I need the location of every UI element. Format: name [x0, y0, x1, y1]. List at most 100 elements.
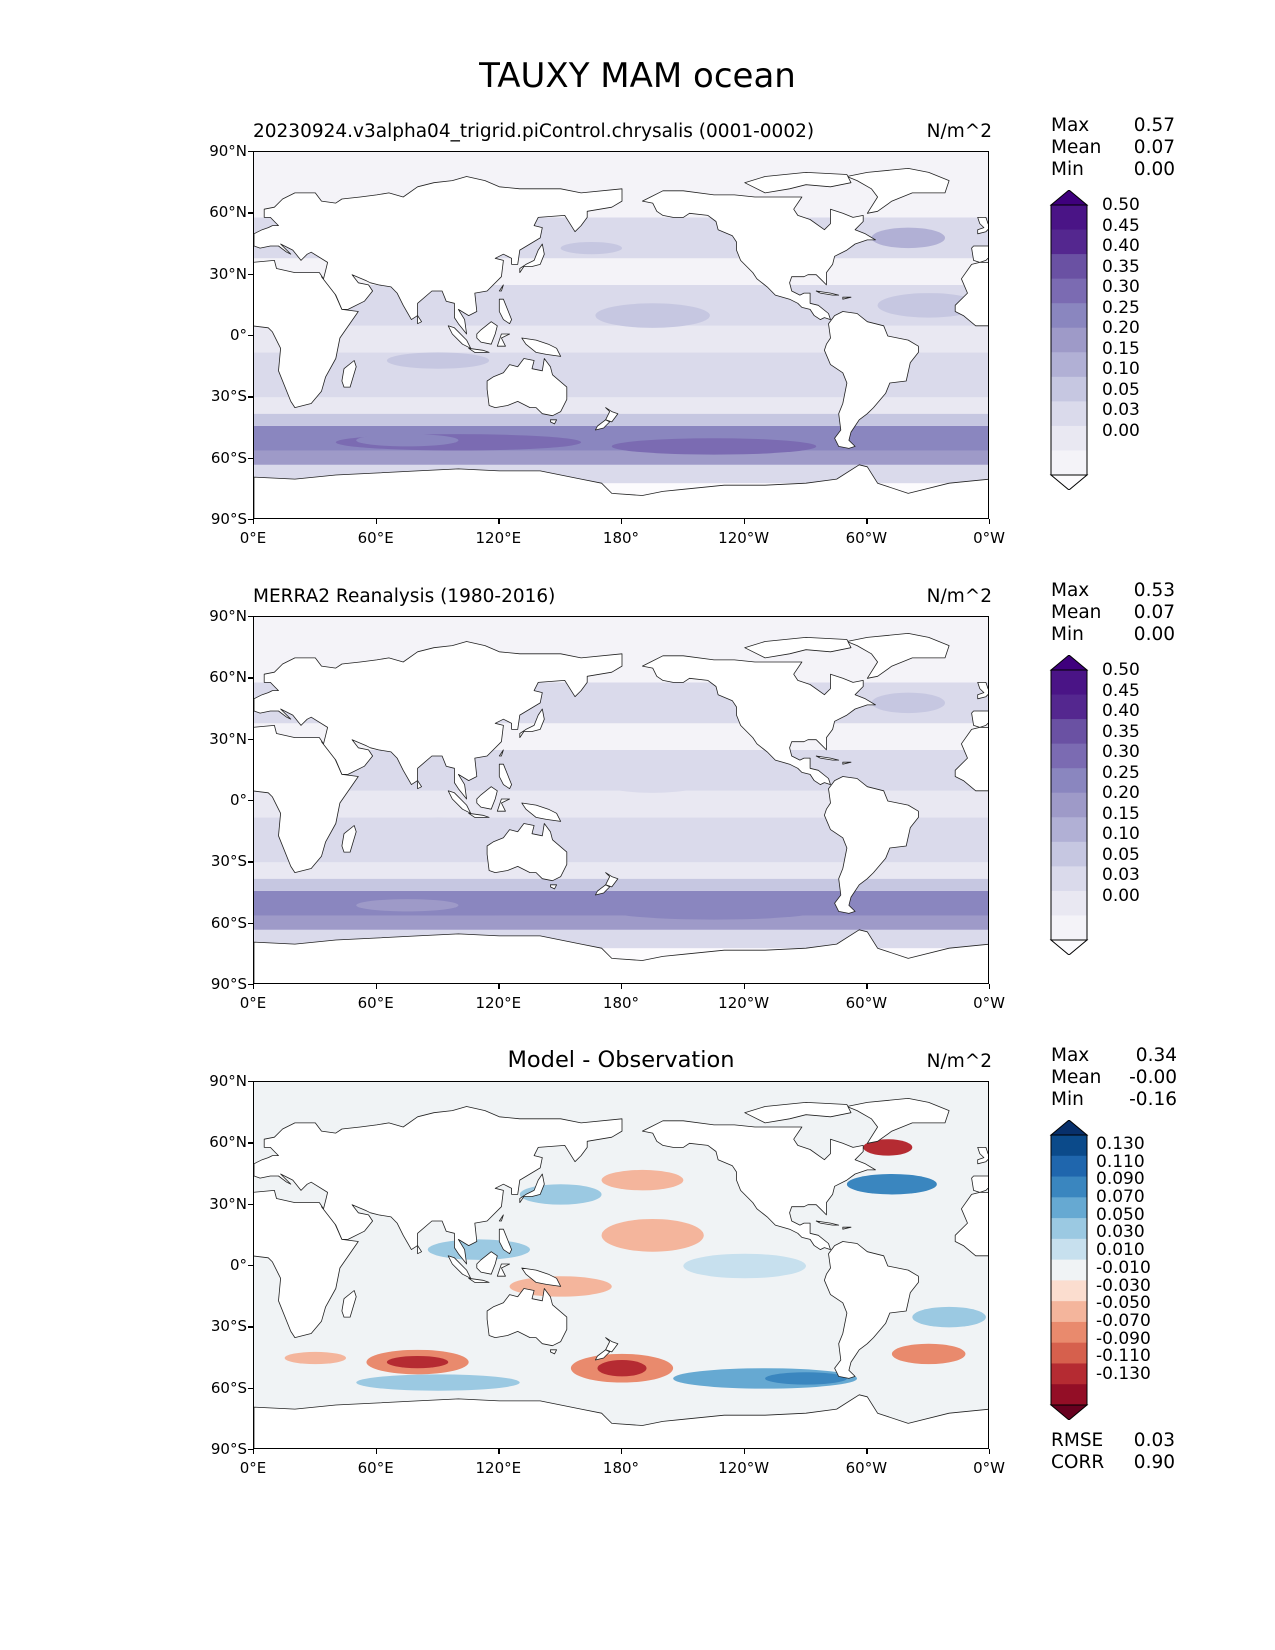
field-contour	[356, 1374, 520, 1391]
field-contour	[560, 241, 622, 255]
colorbar-level-label: 0.070	[1096, 1187, 1145, 1208]
lon-tick-mark	[743, 519, 745, 524]
colorbar-segment	[1051, 1301, 1087, 1323]
field-band	[254, 450, 988, 465]
lon-tick-mark	[375, 984, 377, 989]
colorbar-level-label: -0.050	[1096, 1293, 1151, 1314]
coastline	[468, 347, 490, 353]
lon-tick-mark	[375, 1449, 377, 1454]
map-plot-obs	[254, 617, 988, 983]
stat-max-value: 0.53	[1133, 580, 1175, 601]
colorbar-level-label: 0.130	[1096, 1134, 1145, 1154]
coastline	[496, 1263, 511, 1277]
lat-tick-label: 90°N	[209, 607, 247, 625]
colorbar-level-label: 0.090	[1096, 1169, 1145, 1190]
colorbar-segment	[1051, 1218, 1087, 1240]
coastline	[519, 708, 545, 738]
colorbar-level-label: 0.15	[1102, 803, 1140, 824]
lon-tick-label: 0°E	[239, 529, 267, 547]
colorbar-segment	[1051, 1135, 1087, 1157]
stat-max-label: Max	[1051, 580, 1090, 601]
coastline	[254, 176, 623, 335]
units-label-model: N/m^2	[926, 121, 992, 142]
colorbar-level-label: 0.20	[1102, 783, 1140, 804]
stat-min-label: Min	[1051, 1089, 1084, 1110]
stat-max-value: 0.57	[1133, 115, 1175, 136]
colorbar-segment	[1051, 1363, 1087, 1385]
lon-tick-label: 180°	[602, 994, 640, 1012]
colorbar-segment	[1051, 303, 1087, 329]
coastline	[486, 1288, 568, 1347]
map-plot-model	[254, 152, 988, 518]
stat-min-value: 0.00	[1133, 159, 1175, 180]
field-contour	[356, 434, 459, 447]
colorbar-segment	[1051, 1238, 1087, 1261]
colorbar-level-label: 0.030	[1096, 1222, 1145, 1243]
field-band	[254, 413, 988, 426]
coastline	[521, 1267, 562, 1287]
coastline	[846, 167, 950, 214]
lat-tick-label: 90°N	[209, 142, 247, 160]
field-contour	[386, 1355, 449, 1369]
lon-tick-mark	[253, 984, 255, 989]
colorbar-segment	[1051, 890, 1087, 916]
field-band	[254, 915, 988, 930]
field-contour	[912, 1306, 986, 1328]
lat-tick-label: 30°N	[209, 729, 247, 748]
lat-tick-mark	[248, 396, 253, 398]
colorbar-segment	[1051, 229, 1087, 255]
lon-tick-mark	[498, 519, 500, 524]
coastline	[496, 798, 511, 812]
stat-min-label: Min	[1051, 624, 1084, 645]
lat-tick-label: 0°	[229, 791, 247, 809]
lon-tick-label: 120°W	[718, 529, 770, 547]
lon-tick-mark	[621, 519, 623, 524]
colorbar-obs	[1049, 655, 1089, 955]
colorbar-level-label: 0.35	[1102, 256, 1140, 277]
map-plot-diff	[254, 1082, 988, 1448]
lat-tick-mark	[248, 212, 253, 214]
coastline	[594, 884, 611, 896]
coastline	[254, 260, 359, 409]
lat-tick-label: 60°S	[210, 1378, 247, 1397]
colorbar-min-extension	[1049, 1404, 1089, 1420]
colorbar-level-label: 0.03	[1102, 865, 1140, 886]
field-contour	[683, 1253, 806, 1279]
coastline	[954, 727, 988, 792]
field-contour	[765, 1372, 847, 1385]
coastline	[605, 872, 619, 888]
coastline	[641, 190, 876, 321]
colorbar-level-label: -0.130	[1096, 1364, 1151, 1384]
lat-tick-label: 30°N	[209, 1194, 247, 1213]
lat-tick-mark	[248, 861, 253, 863]
colorbar-segment	[1051, 1155, 1087, 1178]
field-contour	[601, 1218, 704, 1252]
colorbar-segment	[1051, 205, 1087, 231]
colorbar-level-label: -0.110	[1096, 1346, 1151, 1367]
lon-tick-mark	[498, 984, 500, 989]
lat-tick-label: 60°S	[210, 913, 247, 932]
coastline	[594, 1349, 611, 1361]
lon-tick-label: 0°E	[239, 994, 267, 1012]
colorbar-segment	[1051, 719, 1087, 745]
lat-tick-mark	[248, 273, 253, 275]
lon-tick-label: 120°E	[475, 994, 522, 1012]
colorbar-segment	[1051, 1176, 1087, 1198]
stat-mean-label: Mean	[1051, 137, 1102, 158]
field-contour	[284, 1351, 346, 1365]
colorbar-level-label: 0.50	[1102, 660, 1140, 680]
lon-tick-label: 60°W	[845, 1459, 888, 1477]
coastline	[498, 763, 513, 790]
colorbar-level-label: -0.090	[1096, 1328, 1151, 1349]
coastline	[498, 284, 504, 292]
field-contour	[891, 1343, 966, 1365]
lat-tick-mark	[248, 677, 253, 679]
lon-tick-mark	[989, 984, 991, 989]
stat-min-label: Min	[1051, 159, 1084, 180]
coastline	[476, 786, 498, 810]
coastline	[476, 321, 498, 345]
lon-tick-mark	[375, 519, 377, 524]
lat-tick-label: 60°S	[210, 448, 247, 467]
coastline	[954, 262, 988, 327]
colorbar-segment	[1051, 1384, 1087, 1406]
